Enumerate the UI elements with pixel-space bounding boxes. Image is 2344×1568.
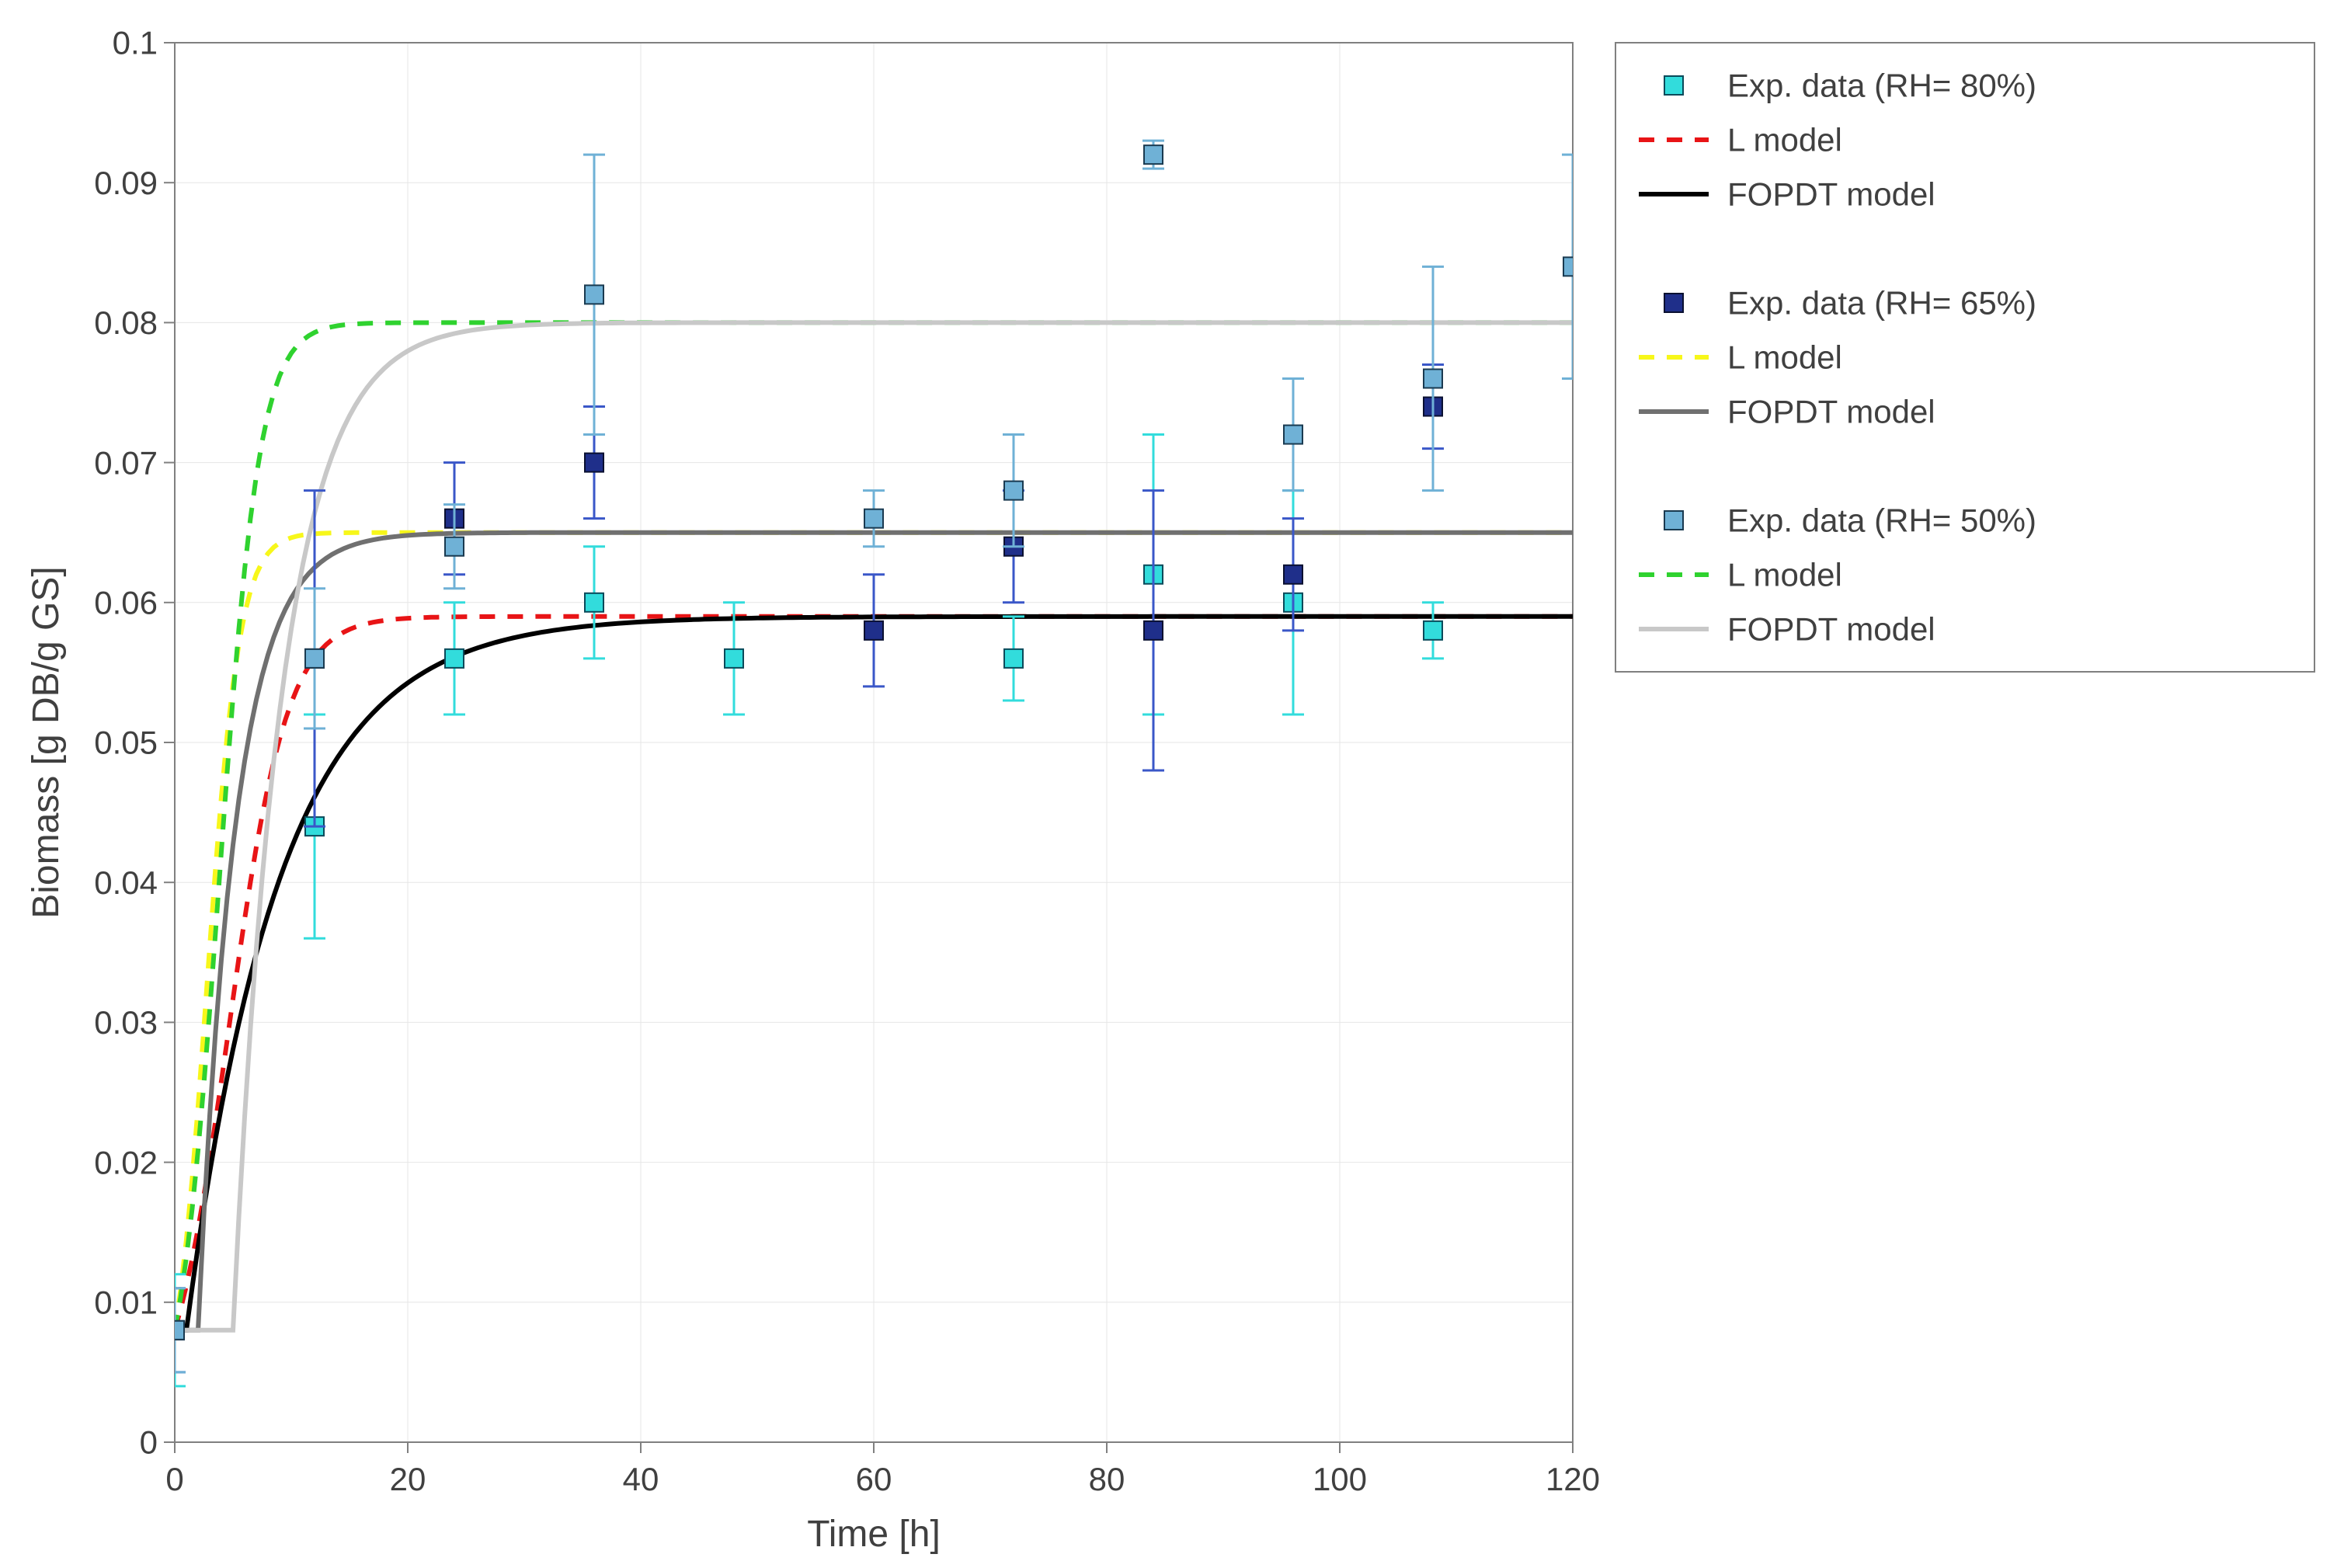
y-tick-label: 0.05 <box>94 725 158 761</box>
data-point <box>1424 621 1442 640</box>
data-point <box>445 537 464 556</box>
data-point <box>445 649 464 668</box>
y-tick-label: 0.06 <box>94 585 158 621</box>
legend-label: Exp. data (RH= 65%) <box>1727 285 2036 322</box>
data-point <box>585 285 603 304</box>
data-point <box>864 621 883 640</box>
legend: Exp. data (RH= 80%) L model FOPDT model Exp… <box>1615 43 2314 672</box>
y-tick-label: 0.09 <box>94 165 158 201</box>
y-axis-label: Biomass [g DB/g GS] <box>26 566 67 919</box>
legend-label: L model <box>1727 557 1842 593</box>
legend-label: L model <box>1727 122 1842 158</box>
data-point <box>725 649 743 668</box>
y-tick-label: 0.08 <box>94 304 158 341</box>
data-point <box>585 454 603 472</box>
legend-label: FOPDT model <box>1727 394 1935 430</box>
x-tick-label: 20 <box>390 1461 426 1497</box>
data-point <box>1284 426 1302 444</box>
data-point <box>864 509 883 528</box>
legend-label: Exp. data (RH= 80%) <box>1727 68 2036 104</box>
legend-label: L model <box>1727 339 1842 376</box>
y-tick-label: 0 <box>140 1424 158 1461</box>
x-tick-label: 120 <box>1546 1461 1600 1497</box>
data-point <box>1004 482 1023 500</box>
x-tick-label: 100 <box>1313 1461 1367 1497</box>
biomass-chart: 0 20 40 60 80 100 120 Time [h] 0 0.01 0.02 0.03 0.04… <box>0 0 2344 1568</box>
y-tick-label: 0.04 <box>94 864 158 901</box>
data-point <box>1004 649 1023 668</box>
y-tick-label: 0.02 <box>94 1144 158 1180</box>
data-point <box>1144 145 1163 164</box>
x-tick-label: 80 <box>1089 1461 1125 1497</box>
y-tick-label: 0.07 <box>94 444 158 481</box>
x-axis-label: Time [h] <box>807 1514 941 1555</box>
x-tick-label: 60 <box>856 1461 892 1497</box>
legend-label: Exp. data (RH= 50%) <box>1727 502 2036 539</box>
data-point <box>1424 369 1442 388</box>
data-point <box>305 649 324 668</box>
legend-label: FOPDT model <box>1727 176 1935 213</box>
y-tick-label: 0.1 <box>113 25 158 61</box>
data-point <box>1284 565 1302 584</box>
data-point <box>1144 621 1163 640</box>
data-point <box>585 593 603 612</box>
x-tick-label: 40 <box>623 1461 659 1497</box>
y-tick-label: 0.01 <box>94 1285 158 1321</box>
x-tick-label: 0 <box>165 1461 183 1497</box>
y-tick-label: 0.03 <box>94 1004 158 1041</box>
legend-label: FOPDT model <box>1727 611 1935 648</box>
